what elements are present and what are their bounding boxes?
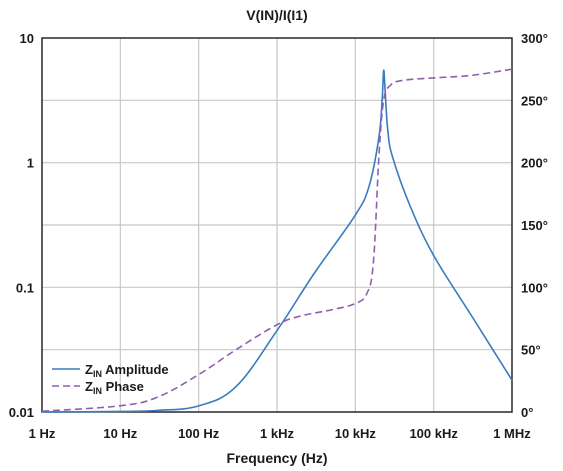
y2-tick-label: 100° bbox=[521, 280, 548, 295]
y2-tick-label: 50° bbox=[521, 343, 541, 358]
y-tick-label: 1 bbox=[27, 156, 34, 171]
y2-tick-label: 0° bbox=[521, 405, 533, 420]
tick-labels: 1 Hz 10 Hz 100 Hz 1 kHz 10 kHz 100 kHz 1 MHz 0.… bbox=[9, 31, 548, 441]
chart-title: V(IN)/I(I1) bbox=[246, 7, 307, 23]
plot-area bbox=[41, 37, 513, 413]
phase-series-line bbox=[41, 68, 513, 413]
y2-tick-label: 250° bbox=[521, 93, 548, 108]
x-tick-label: 10 Hz bbox=[103, 426, 137, 441]
y-tick-label: 0.01 bbox=[9, 405, 34, 420]
x-tick-label: 100 kHz bbox=[409, 426, 458, 441]
y-tick-label: 0.1 bbox=[16, 280, 34, 295]
series-lines bbox=[41, 68, 513, 413]
x-tick-label: 1 kHz bbox=[260, 426, 294, 441]
x-tick-label: 1 Hz bbox=[29, 426, 56, 441]
x-tick-label: 10 kHz bbox=[335, 426, 377, 441]
x-tick-label: 100 Hz bbox=[178, 426, 220, 441]
amplitude-series-line bbox=[41, 69, 513, 413]
y2-tick-label: 300° bbox=[521, 31, 548, 46]
y2-tick-label: 150° bbox=[521, 218, 548, 233]
x-axis-label: Frequency (Hz) bbox=[226, 450, 327, 466]
legend-label-phase: ZIN Phase bbox=[85, 379, 144, 396]
y2-tick-label: 200° bbox=[521, 156, 548, 171]
legend-label-amplitude: ZIN Amplitude bbox=[85, 362, 169, 379]
x-tick-label: 1 MHz bbox=[493, 426, 531, 441]
y-tick-label: 10 bbox=[20, 31, 34, 46]
grid bbox=[42, 38, 512, 412]
